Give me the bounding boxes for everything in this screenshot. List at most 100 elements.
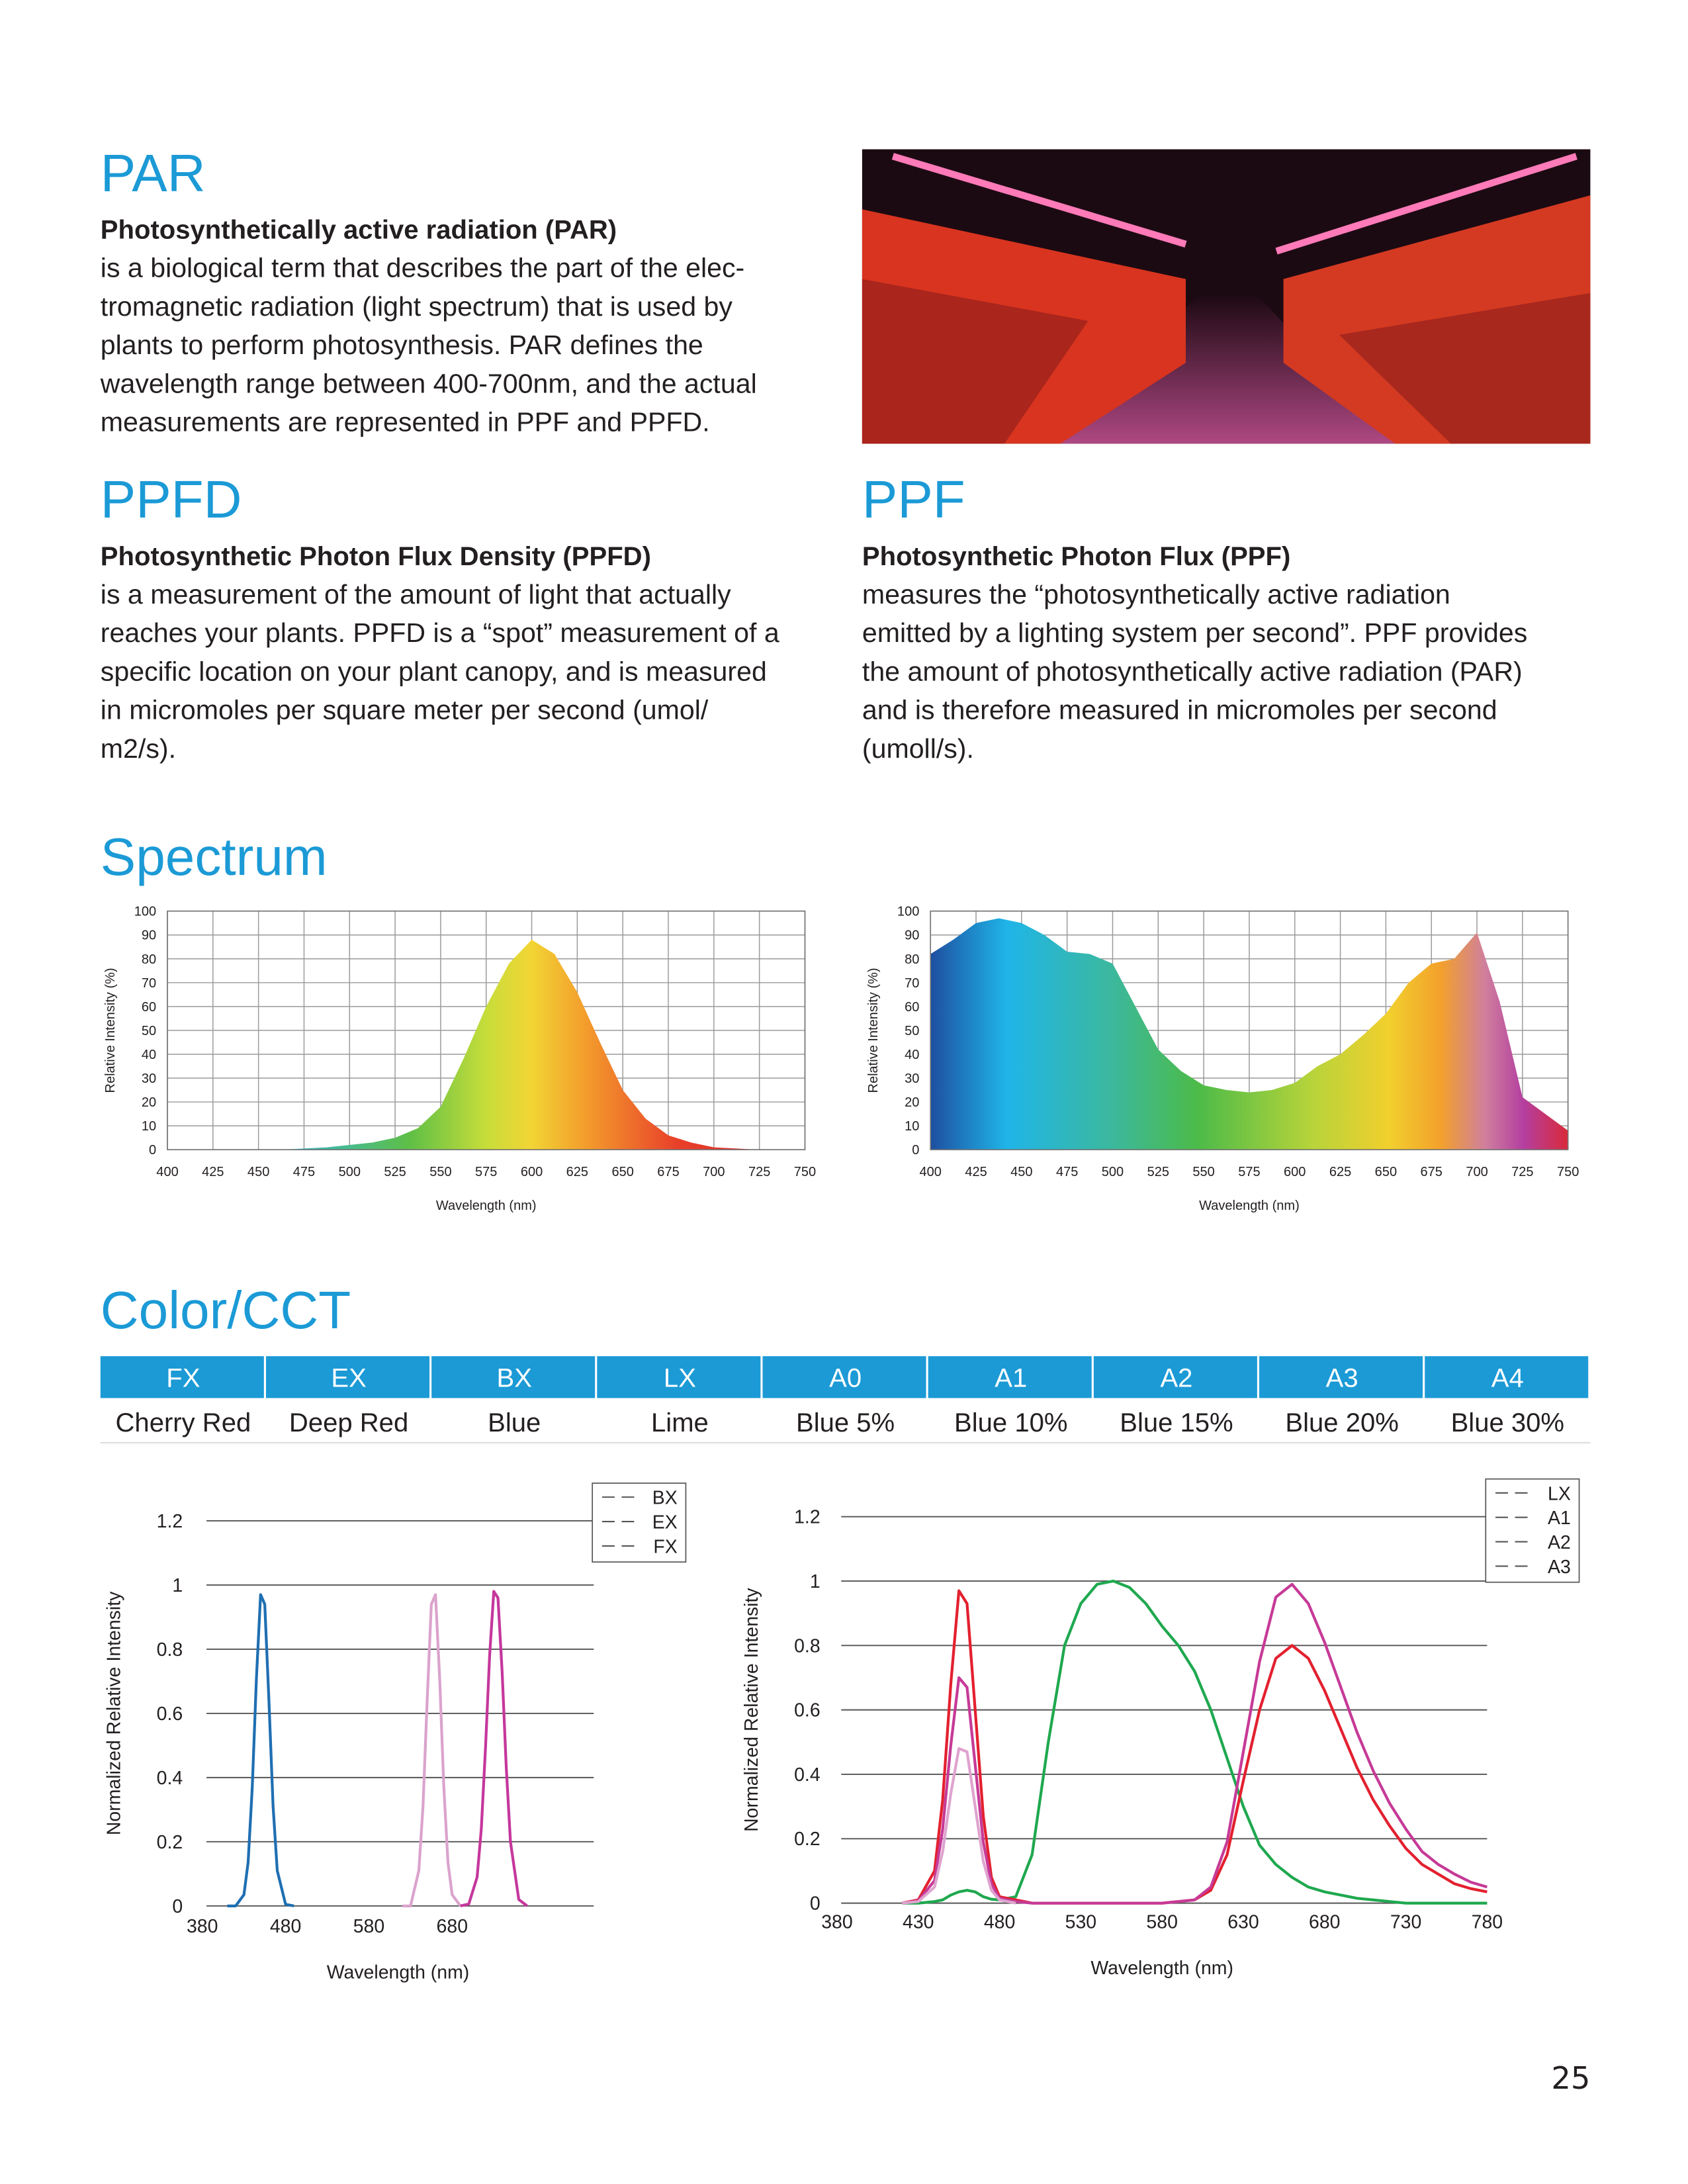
x-tick-label: 380 (821, 1912, 852, 1933)
y-tick-label: 40 (142, 1048, 156, 1062)
y-tick-label: 80 (142, 952, 156, 967)
x-tick-label: 580 (1146, 1912, 1177, 1933)
table-cell: Lime (651, 1408, 709, 1437)
y-tick-label: 10 (142, 1119, 156, 1134)
table-cell: Deep Red (289, 1408, 408, 1437)
x-tick-label: 680 (437, 1916, 468, 1937)
body-line: specific location on your plant canopy, … (101, 656, 767, 686)
y-tick-label: 0 (149, 1143, 156, 1158)
y-tick-label: 1 (172, 1575, 183, 1596)
table-header: A3 (1326, 1364, 1358, 1393)
table-header: FX (166, 1364, 200, 1393)
legend-label: A3 (1548, 1557, 1571, 1578)
x-tick-label: 725 (748, 1165, 770, 1179)
y-tick-label: 70 (905, 976, 919, 991)
x-axis-label: Wavelength (nm) (436, 1199, 537, 1213)
spectrum-area (930, 918, 1568, 1150)
y-tick-label: 20 (142, 1095, 156, 1110)
table-header: A0 (829, 1364, 862, 1393)
x-tick-label: 425 (202, 1165, 224, 1179)
heading: Color/CCT (101, 1280, 351, 1340)
x-tick-label: 475 (1056, 1165, 1078, 1179)
x-tick-label: 600 (521, 1165, 543, 1179)
x-tick-label: 525 (384, 1165, 406, 1179)
y-tick-label: 80 (905, 952, 919, 967)
y-tick-label: 50 (905, 1024, 919, 1038)
x-axis-label: Wavelength (nm) (1199, 1199, 1300, 1213)
table-cell: Blue 30% (1451, 1408, 1564, 1437)
legend-box (592, 1482, 687, 1563)
x-tick-label: 575 (1238, 1165, 1260, 1179)
y-tick-label: 100 (897, 905, 919, 919)
y-tick-label: 90 (142, 929, 156, 943)
x-tick-label: 650 (1375, 1165, 1397, 1179)
x-tick-label: 450 (247, 1165, 269, 1179)
table-header: EX (331, 1364, 366, 1393)
table-header: LX (664, 1364, 696, 1393)
y-tick-label: 60 (142, 1000, 156, 1015)
plot-frame (167, 910, 806, 1151)
table-header-cell (1093, 1356, 1257, 1398)
page-number: 25 (1551, 2060, 1590, 2096)
body-line: reaches your plants. PPFD is a “spot” me… (101, 617, 779, 648)
y-tick-label: 0.8 (157, 1639, 183, 1661)
series-line (402, 1593, 462, 1907)
heading: PAR (101, 143, 206, 203)
table-cell: Blue 5% (796, 1408, 895, 1437)
y-axis-label: Normalized Relative Intensity (741, 1588, 762, 1832)
y-tick-label: 0.8 (794, 1635, 821, 1657)
x-tick-label: 650 (611, 1165, 633, 1179)
legend-label: LX (1548, 1483, 1571, 1504)
x-tick-label: 480 (270, 1916, 301, 1937)
y-tick-label: 1.2 (794, 1507, 821, 1528)
series-line (227, 1593, 294, 1907)
table-header-cell (265, 1356, 430, 1398)
legend: LX A1 A2 A3 (1485, 1478, 1580, 1583)
table-cell: Blue 20% (1285, 1408, 1398, 1437)
series-line (460, 1590, 528, 1907)
x-tick-label: 525 (1147, 1165, 1169, 1179)
table-cell: Cherry Red (116, 1408, 251, 1437)
x-tick-label: 625 (1329, 1165, 1351, 1179)
body-line: m2/s). (101, 733, 176, 764)
table-cell: Blue 10% (954, 1408, 1067, 1437)
body-line: the amount of photosynthetically active … (862, 656, 1523, 686)
x-tick-label: 750 (1557, 1165, 1579, 1179)
legend-label: BX (652, 1488, 678, 1509)
greenhouse-photo (862, 149, 1591, 444)
x-tick-label: 425 (965, 1165, 987, 1179)
table-header-cell (928, 1356, 1092, 1398)
table-header-cell (1259, 1356, 1423, 1398)
x-tick-label: 700 (703, 1165, 725, 1179)
x-tick-label: 730 (1390, 1912, 1421, 1933)
y-tick-label: 0 (172, 1896, 183, 1917)
series-line (901, 1582, 1488, 1905)
y-tick-label: 1 (810, 1571, 821, 1592)
x-tick-label: 580 (353, 1916, 384, 1937)
table-cell: Blue 15% (1120, 1408, 1233, 1437)
x-tick-label: 675 (1421, 1165, 1443, 1179)
x-tick-label: 400 (156, 1165, 178, 1179)
subheading: Photosynthetic Photon Flux Density (PPFD… (101, 542, 651, 571)
body-line: tromagnetic radiation (light spectrum) t… (101, 291, 733, 322)
legend-label: A1 (1548, 1508, 1571, 1529)
x-tick-label: 750 (794, 1165, 816, 1179)
subheading: Photosynthetic Photon Flux (PPF) (862, 542, 1290, 571)
table-header: BX (497, 1364, 532, 1393)
y-tick-label: 20 (905, 1095, 919, 1110)
body-line: emitted by a lighting system per second”… (862, 617, 1527, 648)
legend: BX EX FX (592, 1482, 687, 1563)
legend-label: A2 (1548, 1532, 1571, 1553)
plot-frame (930, 910, 1569, 1151)
chart: 0 10 20 30 40 50 60 70 80 90 100 400 425 450 475 500 525… (103, 905, 816, 1213)
body-line: measurements are represented in PPF and … (101, 406, 710, 437)
x-tick-label: 530 (1065, 1912, 1096, 1933)
y-tick-label: 40 (905, 1048, 919, 1062)
x-tick-label: 550 (1192, 1165, 1214, 1179)
x-tick-label: 675 (657, 1165, 679, 1179)
subheading: Photosynthetically active radiation (PAR… (101, 216, 617, 245)
table-header-cell (1425, 1356, 1589, 1398)
y-tick-label: 30 (142, 1071, 156, 1086)
